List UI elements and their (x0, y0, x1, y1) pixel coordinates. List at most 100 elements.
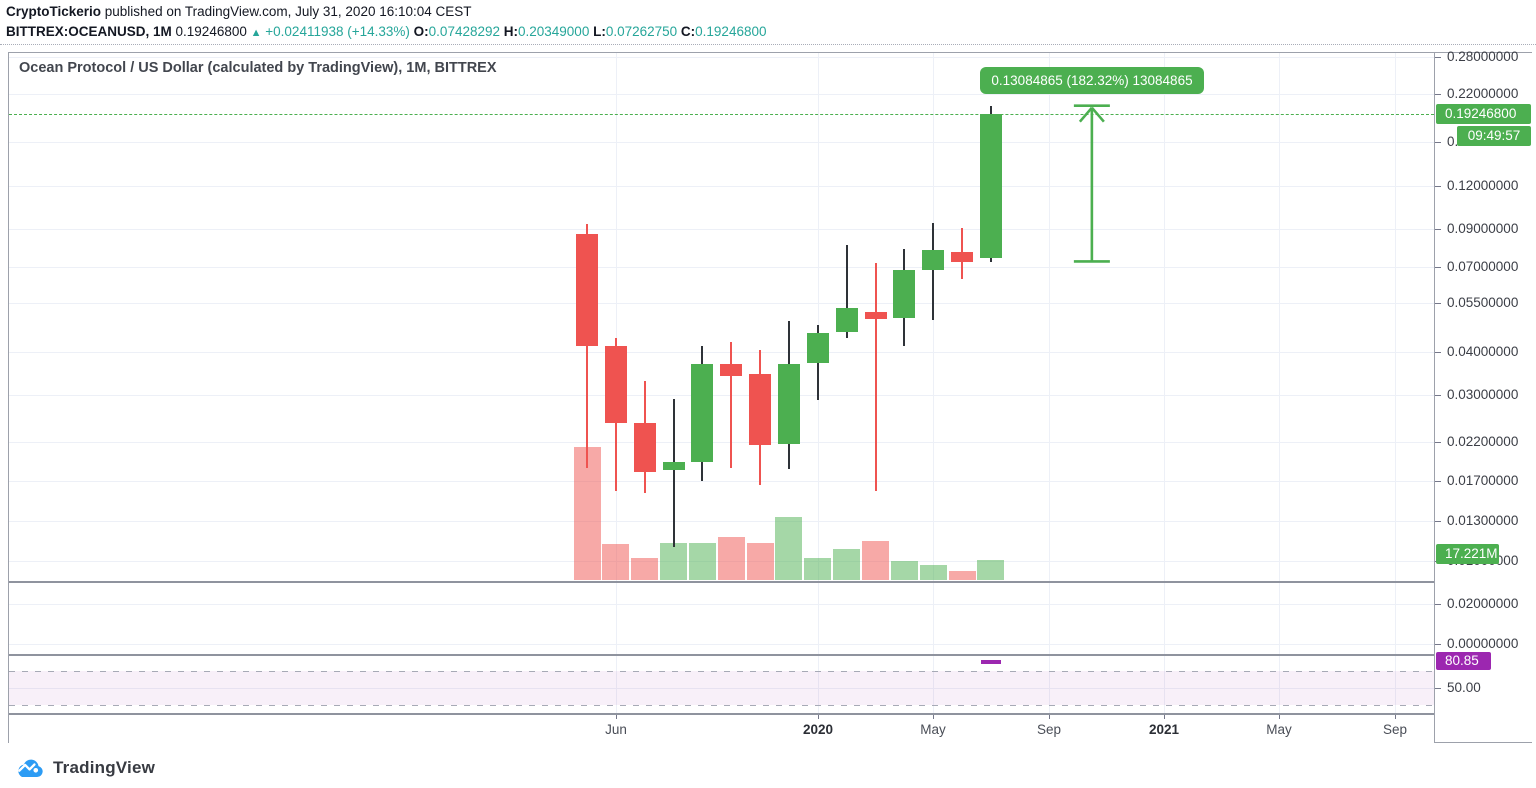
candle[interactable] (663, 462, 685, 470)
gridline-h (9, 352, 1434, 353)
gridline-v (1279, 53, 1280, 713)
volume-bar (602, 544, 629, 580)
price-tick-label: 50.00 (1447, 680, 1481, 695)
ohlc-label: H: (500, 24, 518, 39)
price-range-label[interactable]: 0.13084865 (182.32%) 13084865 (980, 67, 1204, 94)
time-axis[interactable]: Jun 2020 May Sep 2021 May Sep (9, 713, 1434, 744)
candle[interactable] (605, 346, 627, 423)
candle[interactable] (836, 308, 858, 332)
candle-wick (875, 263, 877, 491)
bar-countdown-label: 09:49:57 (1457, 126, 1531, 146)
price-tick-dash (1435, 521, 1441, 522)
candle[interactable] (720, 364, 742, 376)
candle[interactable] (576, 234, 598, 346)
time-tick-dash (1164, 715, 1165, 719)
price-change: +0.02411938 (+14.33%) (265, 24, 410, 39)
time-tick-dash (818, 715, 819, 719)
price-tick-dash (1435, 442, 1441, 443)
volume-bar (660, 543, 687, 580)
price-tick-dash (1435, 303, 1441, 304)
candle[interactable] (778, 364, 800, 444)
indicator-pane[interactable] (9, 583, 1434, 654)
volume-bar (949, 571, 976, 580)
time-tick-dash (933, 715, 934, 719)
rsi-band-fill (9, 671, 1434, 705)
gridline-v (1049, 53, 1050, 713)
price-pane[interactable]: 0.13084865 (182.32%) 13084865 Ocean Prot… (9, 53, 1434, 581)
ohlc-value: 0.20349000 (518, 24, 590, 39)
volume-bar (862, 541, 889, 580)
snapshot-header: CryptoTickerio published on TradingView.… (0, 0, 1536, 45)
time-tick-label: Jun (605, 722, 627, 737)
price-tick-label: 0.05500000 (1447, 295, 1519, 310)
gridline-v (1395, 53, 1396, 713)
candle-wick (846, 245, 848, 338)
gridline-h (9, 57, 1434, 58)
gridline-h (9, 229, 1434, 230)
rsi-band-line (9, 671, 1434, 672)
volume-bar (804, 558, 831, 580)
volume-bar (574, 447, 601, 580)
candle[interactable] (634, 423, 656, 472)
price-tick-dash (1435, 229, 1441, 230)
candle[interactable] (922, 250, 944, 270)
pane-separator[interactable] (9, 654, 1531, 656)
pane-separator[interactable] (9, 581, 1531, 583)
rsi-line (981, 660, 1001, 664)
volume-bar (891, 561, 918, 580)
ohlc-label: C: (677, 24, 696, 39)
gridline-h (9, 303, 1434, 304)
rsi-pane[interactable] (9, 656, 1434, 713)
ohlc-value: 0.07262750 (605, 24, 678, 39)
time-tick-label: May (920, 722, 946, 737)
volume-axis-label: 17.221M (1436, 544, 1499, 564)
price-tick-label: 0.01700000 (1447, 473, 1519, 488)
price-tick-label: 0.07000000 (1447, 259, 1519, 274)
price-tick-label: 0.09000000 (1447, 221, 1519, 236)
candle[interactable] (865, 312, 887, 319)
volume-bar (977, 560, 1004, 580)
price-range-tool[interactable] (9, 53, 1434, 581)
candle[interactable] (807, 333, 829, 363)
gridline-h (9, 142, 1434, 143)
candle-wick (673, 399, 675, 547)
price-axis[interactable]: 0.280000000.220000000.160000000.12000000… (1434, 49, 1532, 742)
time-tick-label: 2020 (802, 722, 834, 737)
time-tick-label: May (1266, 722, 1292, 737)
ohlc-label: O: (413, 24, 429, 39)
ohlc-value: 0.19246800 (695, 24, 767, 39)
candle[interactable] (893, 270, 915, 318)
volume-bar (833, 549, 860, 580)
ohlc-label: L: (589, 24, 606, 39)
volume-bar (775, 517, 802, 580)
time-tick-label: 2021 (1148, 722, 1180, 737)
time-tick-dash (616, 715, 617, 719)
price-tick-label: 0.22000000 (1447, 86, 1519, 101)
candle[interactable] (980, 114, 1002, 258)
chart-title: Ocean Protocol / US Dollar (calculated b… (19, 60, 497, 76)
price-tick-label: 0.00000000 (1447, 636, 1519, 651)
volume-bar (631, 558, 658, 580)
logo-text: TradingView (53, 758, 156, 777)
symbol-interval: BITTREX:OCEANUSD, 1M (6, 24, 172, 39)
candle[interactable] (951, 252, 973, 262)
volume-bar (920, 565, 947, 580)
price-tick-label: 0.12000000 (1447, 178, 1519, 193)
gridline-h (9, 521, 1434, 522)
volume-bar (689, 543, 716, 580)
time-tick-dash (1049, 715, 1050, 719)
candle-wick (586, 224, 588, 468)
candle[interactable] (749, 374, 771, 445)
price-tick-label: 0.04000000 (1447, 344, 1519, 359)
tradingview-logo[interactable]: TradingView (14, 753, 155, 783)
price-tick-dash (1435, 688, 1441, 689)
gridline-h (9, 186, 1434, 187)
published-line: CryptoTickerio published on TradingView.… (6, 4, 472, 19)
price-tick-dash (1435, 395, 1441, 396)
candle[interactable] (691, 364, 713, 462)
price-tick-dash (1435, 186, 1441, 187)
price-tick-label: 0.03000000 (1447, 387, 1519, 402)
gridline-h (9, 442, 1434, 443)
price-tick-label: 0.28000000 (1447, 49, 1519, 64)
